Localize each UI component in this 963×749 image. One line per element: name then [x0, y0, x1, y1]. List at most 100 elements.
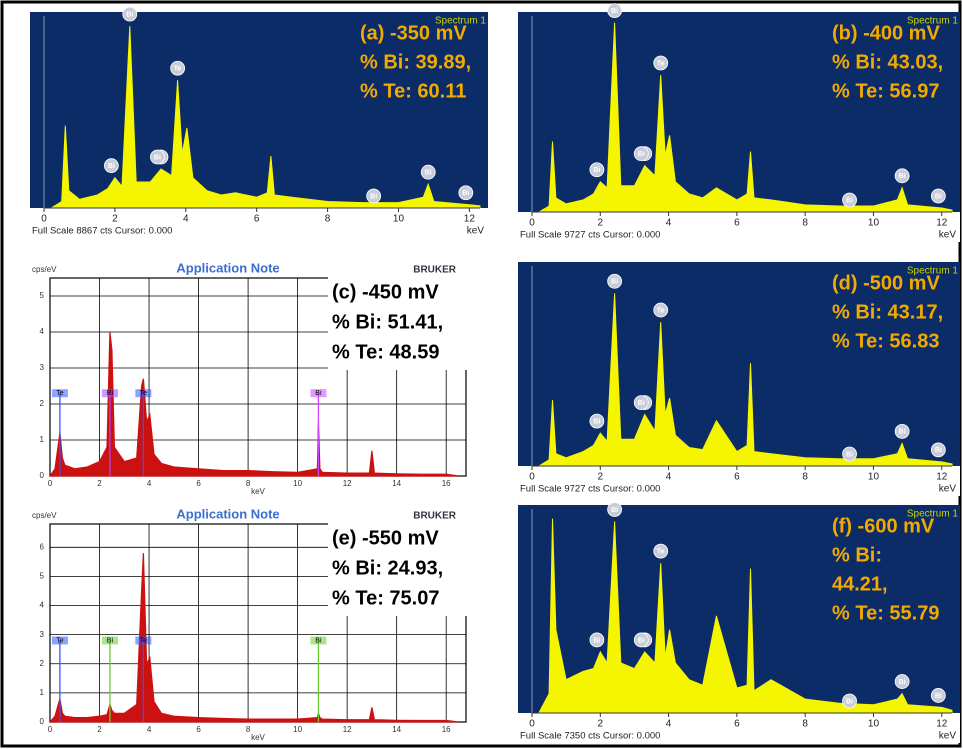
peak-label-bg [653, 55, 669, 71]
peak-label: Te [174, 66, 182, 73]
x-tick-label: 0 [529, 719, 535, 730]
peak-label: Bi [425, 170, 432, 177]
y-tick-label: 1 [40, 435, 45, 444]
marker-box [135, 389, 152, 398]
y-tick-label: 2 [40, 659, 45, 668]
annotation: (a) -350 mV [360, 22, 467, 44]
annotation-bg [328, 276, 468, 370]
peak-label-bg [894, 423, 910, 439]
y-tick-label: 5 [40, 291, 45, 300]
x-tick-label: 8 [802, 472, 808, 483]
spectrum-label: Spectrum 1 [907, 266, 959, 277]
footer: Full Scale 9727 cts Cursor: 0.000 [520, 484, 660, 495]
spectrum [48, 553, 459, 723]
y-tick-label: 3 [40, 363, 45, 372]
x-tick-label: 12 [343, 479, 352, 488]
y-tick-label: 0 [40, 471, 45, 480]
spectrum [48, 331, 459, 477]
annotation: % Te: 60.11 [360, 80, 466, 102]
peak-label-bg [150, 149, 165, 165]
annotation: (f) -600 mV [832, 515, 935, 537]
peak-label-bg [103, 158, 119, 174]
annotation: % Te: 48.59 [332, 341, 439, 363]
marker-box [51, 636, 68, 645]
marker-label: Bi [315, 637, 322, 644]
annotation: % Te: 75.07 [332, 587, 439, 609]
x-tick-label: 12 [936, 472, 948, 483]
chart-title: Application Note [176, 506, 279, 521]
annotation: % Bi: 24.93, [332, 557, 443, 579]
x-tick-label: 12 [936, 719, 948, 730]
x-tick-label: 16 [442, 479, 451, 488]
x-tick-label: 8 [802, 719, 808, 730]
peak-label: Bi [593, 418, 600, 425]
x-tick-label: 2 [598, 719, 604, 730]
peak-label: Bi [370, 193, 377, 200]
peak-label: Bi [899, 679, 906, 686]
marker-box [310, 389, 327, 398]
x-tick-label: 10 [868, 719, 880, 730]
annotation: % Bi: 51.41, [332, 311, 443, 333]
x-tick-label: 2 [112, 214, 118, 225]
x-tick-label: 6 [254, 214, 260, 225]
footer: Full Scale 8867 cts Cursor: 0.000 [32, 226, 172, 237]
logo: BRUKER [413, 265, 457, 276]
x-tick-label: 6 [734, 719, 740, 730]
peak-label-bg [589, 413, 605, 429]
peak-label-bg [420, 164, 436, 180]
y-tick-label: 2 [40, 399, 45, 408]
x-tick-label: 6 [196, 479, 201, 488]
annotation: % Te: 55.79 [832, 602, 939, 624]
marker-label: Bi [107, 390, 114, 397]
x-tick-label: 4 [666, 719, 672, 730]
footer: Full Scale 7350 cts Cursor: 0.000 [520, 731, 660, 742]
peak-label-bg [653, 543, 669, 559]
x-tick-label: 2 [97, 479, 102, 488]
peak-label-bg [366, 188, 382, 204]
x-axis-label: keV [939, 731, 957, 742]
x-tick-label: 6 [734, 472, 740, 483]
annotation: % Bi: [832, 544, 882, 566]
x-tick-label: 4 [183, 214, 189, 225]
peak-label: Bi [846, 451, 853, 458]
x-tick-label: 6 [196, 725, 201, 734]
x-tick-label: 10 [293, 725, 302, 734]
peak-label: Bi [611, 279, 618, 286]
x-tick-label: 4 [147, 725, 152, 734]
peak-label: Bi [126, 11, 133, 18]
x-tick-label: 2 [598, 472, 604, 483]
peak-label: Bi [899, 173, 906, 180]
x-tick-label: 14 [392, 725, 401, 734]
peak-label: Bi [935, 193, 942, 200]
peak-label: Bi [935, 693, 942, 700]
x-tick-label: 2 [97, 725, 102, 734]
peak-label: Bi [935, 447, 942, 454]
peak-label-bg [930, 188, 946, 204]
x-axis-label: keV [939, 230, 957, 241]
peak-label: Bi [638, 400, 645, 407]
marker-label: Te [140, 390, 148, 397]
marker-box [310, 636, 327, 645]
peak-label-bg [607, 502, 623, 517]
y-tick-label: 1 [40, 688, 45, 697]
y-axis-label: cps/eV [32, 265, 57, 274]
x-tick-label: 0 [48, 479, 53, 488]
peak-label: Bi [593, 167, 600, 174]
x-tick-label: 4 [666, 472, 672, 483]
marker-box [135, 636, 152, 645]
peak-label-bg [607, 3, 623, 18]
annotation: % Te: 56.83 [832, 330, 939, 352]
annotation: % Bi: 39.89, [360, 51, 471, 73]
x-tick-label: 8 [325, 214, 331, 225]
peak-label: Te [657, 548, 665, 555]
annotation-bg [328, 522, 468, 616]
peak-label: Bi [846, 698, 853, 705]
x-tick-label: 6 [734, 218, 740, 229]
annotation: 44.21, [832, 573, 888, 595]
peak-label-bg [122, 6, 138, 22]
chart-title: Application Note [176, 260, 279, 275]
peak-label: Bi [638, 151, 645, 158]
